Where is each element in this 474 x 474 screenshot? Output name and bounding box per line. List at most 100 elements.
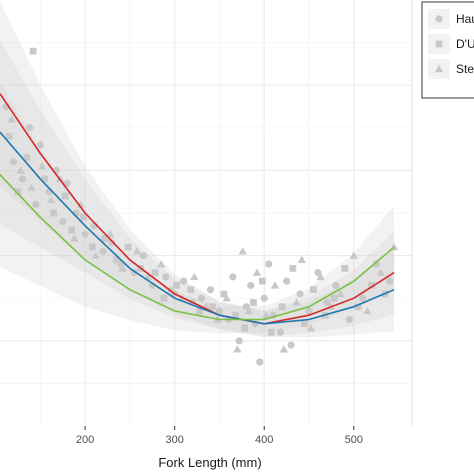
data-point-circle [206,286,215,294]
data-point-square [259,277,266,285]
data-point-square [241,324,248,332]
data-point-circle [287,341,295,349]
data-point-triangle [306,323,315,332]
data-point-triangle [336,289,345,298]
data-point-circle [59,217,67,226]
x-tick-label: 400 [255,434,273,446]
data-point-triangle [105,230,115,238]
data-point-square [50,209,58,217]
data-point-circle [81,230,89,238]
data-point-square [124,243,132,251]
data-point-square [160,294,168,302]
x-axis: 200 300 400 500 [76,426,363,446]
data-point-circle [372,260,380,268]
data-point-triangle [252,268,262,276]
data-point-square [301,320,308,328]
data-point-circle [229,273,237,281]
data-point-square [151,269,159,277]
data-point-square [88,243,96,251]
data-point-circle [32,200,40,209]
data-point-square [173,282,180,289]
data-point-circle [180,277,188,285]
data-point-circle [332,281,340,290]
data-point-square [310,286,317,294]
legend-label: Ste [456,62,474,76]
data-point-square [41,175,49,183]
confidence-band [0,39,395,338]
legend-key-square [435,40,443,48]
data-point-square [341,264,349,272]
data-point-square [101,235,109,242]
data-point-circle [9,158,18,166]
legend-key-circle [435,15,443,23]
confidence-band [0,1,395,338]
data-point-square [196,307,204,315]
x-tick-label: 200 [76,434,94,446]
confidence-band [0,82,395,334]
data-point-circle [260,294,268,302]
data-point-circle [99,247,107,255]
data-point-triangle [279,345,289,353]
data-point-square [289,264,297,272]
data-point-square [113,256,120,264]
data-point-square [29,47,37,55]
data-point-triangle [37,161,47,170]
data-point-circle [247,281,255,290]
data-point-square [61,192,69,200]
data-point-triangle [222,294,231,302]
data-point-circle [283,277,291,285]
data-point-triangle [118,264,127,272]
x-tick-label: 500 [345,434,363,446]
plot-panel [0,0,413,426]
data-point-triangle [270,281,280,289]
data-point-circle [18,175,26,183]
data-point-square [79,213,87,221]
legend: Hau D'U Ste [421,1,474,99]
data-point-circle [162,273,170,281]
data-point-square [5,132,13,140]
data-point-circle [108,239,116,247]
data-point-square [354,303,362,311]
legend-label: Hau [456,12,474,26]
data-point-square [368,282,376,289]
data-point-triangle [46,196,56,204]
data-point-circle [323,298,331,307]
data-point-triangle [261,311,271,319]
data-point-triangle [190,272,199,281]
data-point-triangle [376,268,385,276]
data-point-circle [197,294,206,302]
data-point-circle [345,315,353,324]
data-point-triangle [7,115,16,123]
data-point-circle [265,260,273,268]
legend-key-triangle [434,64,444,73]
data-point-circle [256,358,264,366]
data-point-triangle [233,345,242,353]
data-point-circle [386,277,394,285]
data-point-triangle [132,247,142,255]
data-point-triangle [91,251,101,259]
data-point-circle [359,294,367,302]
fit-line [0,131,395,325]
data-point-circle [25,124,34,132]
x-axis-title: Fork Length (mm) [158,455,261,470]
data-point-square [68,226,76,234]
data-point-triangle [297,255,307,264]
data-point-triangle [76,200,85,208]
data-point-triangle [238,247,247,255]
data-point-square [232,311,239,319]
data-point-square [330,294,338,302]
data-point-square [267,328,275,336]
x-tick-label: 300 [165,434,183,446]
data-point-triangle [157,259,166,268]
data-point-triangle [363,306,372,315]
data-point-square [250,299,257,306]
data-point-circle [215,307,224,315]
fit-line [0,174,395,321]
data-point-square [220,290,228,298]
data-point-triangle [70,234,79,242]
data-point-triangle [166,285,176,293]
data-point-triangle [292,298,301,306]
data-point-circle [235,337,243,345]
data-point-triangle [16,166,25,174]
